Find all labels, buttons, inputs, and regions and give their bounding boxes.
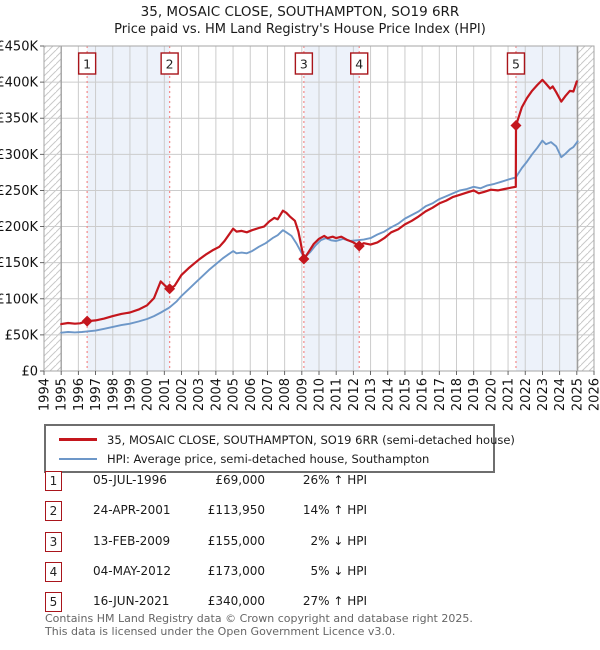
footer: Contains HM Land Registry data © Crown c… — [45, 612, 473, 638]
svg-text:3: 3 — [300, 57, 308, 72]
sale-number-badge: 3 — [45, 531, 62, 552]
svg-text:2008: 2008 — [278, 378, 293, 411]
svg-text:2023: 2023 — [536, 378, 551, 411]
sale-price: £113,950 — [207, 503, 265, 518]
svg-text:£450K: £450K — [0, 40, 38, 55]
svg-text:2000: 2000 — [141, 378, 156, 411]
sale-price: £69,000 — [215, 473, 265, 487]
svg-text:2014: 2014 — [381, 378, 396, 411]
chart-legend: 35, MOSAIC CLOSE, SOUTHAMPTON, SO19 6RR … — [44, 424, 515, 473]
svg-text:2011: 2011 — [330, 378, 345, 411]
sale-number-badges: 1 2 3 4 5 — [77, 52, 526, 75]
svg-text:2013: 2013 — [364, 378, 379, 411]
svg-text:£50K: £50K — [5, 328, 39, 343]
shaded-bands — [87, 46, 578, 371]
table-row: 4 04-MAY-2012 £173,000 5% ↓ HPI — [45, 561, 375, 584]
sale-hpi-comparison: 27% ↑ HPI — [302, 594, 367, 609]
svg-text:1999: 1999 — [123, 378, 138, 411]
svg-text:2010: 2010 — [313, 378, 328, 411]
svg-text:2017: 2017 — [433, 378, 448, 411]
sale-date: 05-JUL-1996 — [93, 473, 167, 487]
svg-text:1997: 1997 — [89, 378, 104, 411]
sale-number-badge: 2 — [45, 501, 62, 522]
title-block: 35, MOSAIC CLOSE, SOUTHAMPTON, SO19 6RR … — [0, 4, 600, 38]
sale-date: 24-APR-2001 — [93, 503, 171, 518]
svg-text:2007: 2007 — [261, 378, 276, 411]
svg-text:£300K: £300K — [0, 148, 38, 163]
svg-text:2026: 2026 — [588, 378, 600, 411]
sale-number-badge: 5 — [45, 592, 62, 613]
svg-text:£0: £0 — [21, 365, 38, 380]
axis-labels: £0 £50K £100K £150K £200K £250K £300K £350K £400… — [0, 40, 600, 412]
svg-text:£200K: £200K — [0, 220, 38, 235]
svg-text:2022: 2022 — [519, 378, 534, 411]
sale-price: £173,000 — [207, 563, 265, 578]
svg-text:2001: 2001 — [158, 378, 173, 411]
table-row: 3 13-FEB-2009 £155,000 2% ↓ HPI — [45, 531, 375, 554]
series-hpi-line — [60, 139, 579, 334]
svg-text:2012: 2012 — [347, 378, 362, 411]
table-row: 1 05-JUL-1996 £69,000 26% ↑ HPI — [45, 471, 375, 493]
legend-label: HPI: Average price, semi-detached house,… — [107, 451, 430, 466]
table-row: 2 24-APR-2001 £113,950 14% ↑ HPI — [45, 501, 375, 523]
svg-text:1994: 1994 — [38, 378, 53, 411]
svg-text:2006: 2006 — [244, 378, 259, 411]
sale-number-badge: 1 — [45, 471, 62, 491]
svg-text:2019: 2019 — [467, 378, 482, 411]
legend-line-swatch — [59, 438, 97, 441]
page-subtitle: Price paid vs. HM Land Registry's House … — [114, 22, 486, 37]
sale-number-badge: 4 — [45, 561, 62, 582]
svg-text:2021: 2021 — [502, 378, 517, 411]
svg-text:2020: 2020 — [484, 378, 499, 411]
sale-date: 16-JUN-2021 — [93, 594, 170, 609]
sale-price: £340,000 — [207, 594, 265, 609]
svg-text:1: 1 — [83, 57, 91, 72]
svg-text:£150K: £150K — [0, 256, 38, 271]
svg-text:5: 5 — [512, 57, 520, 72]
svg-text:2009: 2009 — [295, 378, 310, 411]
svg-text:2002: 2002 — [175, 378, 190, 411]
price-history-chart: 1 2 3 4 5 £0 £50K £100K £150K £200K £250K £300K £350… — [0, 40, 600, 412]
svg-text:4: 4 — [355, 57, 363, 72]
svg-text:1998: 1998 — [106, 378, 121, 411]
svg-text:£350K: £350K — [0, 112, 38, 127]
footer-line-1: Contains HM Land Registry data © Crown c… — [45, 612, 473, 625]
svg-text:1995: 1995 — [55, 378, 70, 411]
sale-date: 04-MAY-2012 — [93, 563, 172, 578]
svg-text:2004: 2004 — [209, 378, 224, 411]
sale-hpi-comparison: 5% ↓ HPI — [310, 563, 367, 578]
svg-text:2: 2 — [166, 57, 174, 72]
table-row: 5 16-JUN-2021 £340,000 27% ↑ HPI — [45, 592, 375, 614]
sale-hpi-comparison: 14% ↑ HPI — [302, 503, 367, 518]
footer-line-2: This data is licensed under the Open Gov… — [45, 624, 396, 638]
legend-item-hpi: HPI: Average price, semi-detached house,… — [46, 449, 493, 468]
sale-price: £155,000 — [207, 533, 265, 548]
legend-label: 35, MOSAIC CLOSE, SOUTHAMPTON, SO19 6RR … — [107, 432, 515, 447]
no-data-hatch — [44, 46, 594, 371]
svg-text:2024: 2024 — [553, 378, 568, 411]
page-title: 35, MOSAIC CLOSE, SOUTHAMPTON, SO19 6RR — [140, 4, 460, 20]
svg-text:2025: 2025 — [570, 378, 585, 411]
legend-item-property: 35, MOSAIC CLOSE, SOUTHAMPTON, SO19 6RR … — [46, 430, 515, 449]
svg-text:£250K: £250K — [0, 184, 38, 199]
svg-text:2003: 2003 — [192, 378, 207, 411]
svg-text:2005: 2005 — [227, 378, 242, 411]
svg-text:1996: 1996 — [72, 378, 87, 411]
legend-line-swatch — [59, 457, 97, 460]
sale-hpi-comparison: 2% ↓ HPI — [310, 533, 367, 548]
svg-text:2016: 2016 — [416, 378, 431, 411]
sale-hpi-comparison: 26% ↑ HPI — [302, 473, 367, 487]
svg-text:2015: 2015 — [398, 378, 413, 411]
chart-content: 1 2 3 4 5 £0 £50K £100K £150K £200K £250K £300K £350… — [0, 40, 600, 412]
sale-date: 13-FEB-2009 — [93, 533, 171, 548]
svg-text:2018: 2018 — [450, 378, 465, 411]
svg-text:£100K: £100K — [0, 292, 38, 307]
svg-text:£400K: £400K — [0, 76, 38, 91]
